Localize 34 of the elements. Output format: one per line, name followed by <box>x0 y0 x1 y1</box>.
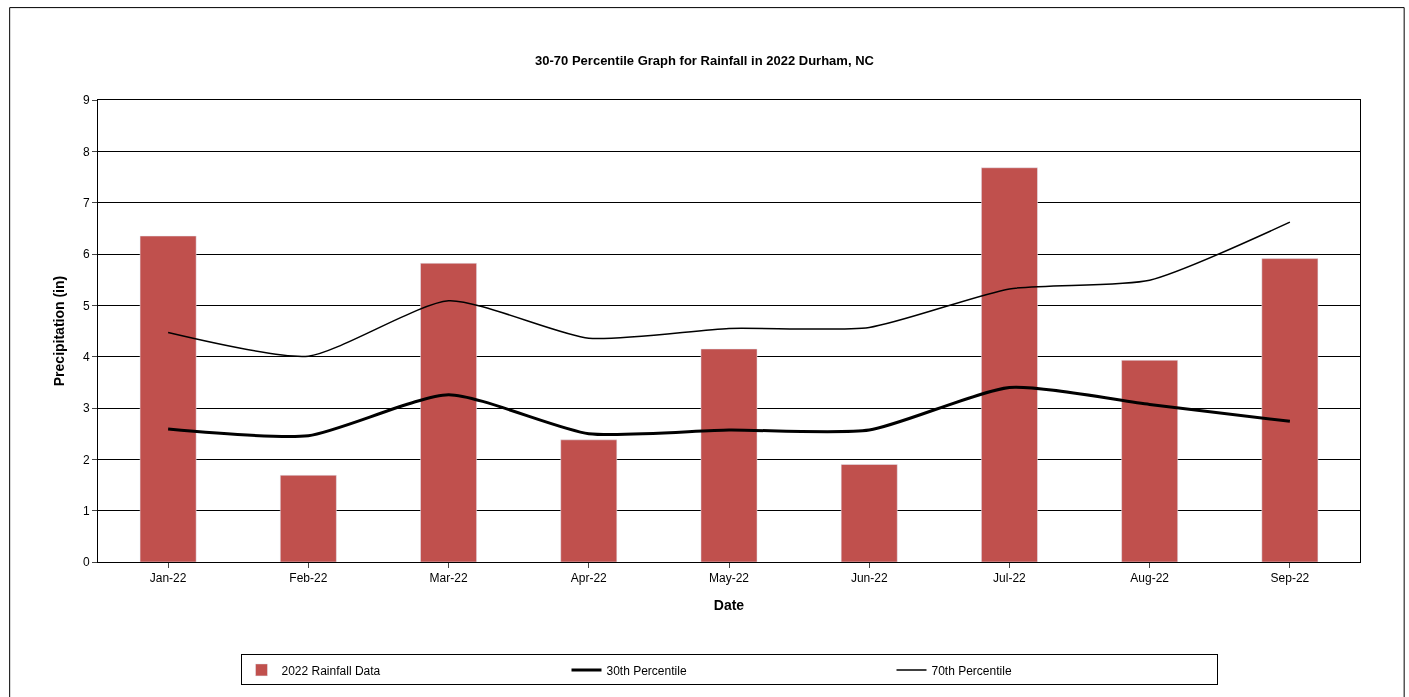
bar <box>981 167 1038 562</box>
bar <box>1261 258 1319 562</box>
legend-label: 70th Percentile <box>931 663 1012 678</box>
x-axis-title: Date <box>713 596 745 613</box>
bar <box>420 262 477 562</box>
x-tick-label: Sep-22 <box>1270 571 1310 586</box>
x-tick-label: Jul-22 <box>993 571 1027 586</box>
x-tick-label: Jan-22 <box>149 571 187 586</box>
y-tick-label: 6 <box>82 247 90 262</box>
x-tick-label: Mar-22 <box>429 571 468 586</box>
x-tick-label: Aug-22 <box>1130 571 1170 586</box>
bar <box>139 235 197 562</box>
y-tick-label: 0 <box>82 555 90 570</box>
y-tick-label: 5 <box>82 298 90 313</box>
y-axis-title: Precipitation (in) <box>50 275 67 387</box>
bar <box>700 348 758 562</box>
x-tick-label: May-22 <box>708 571 750 586</box>
legend-label: 2022 Rainfall Data <box>281 663 381 678</box>
y-tick-label: 9 <box>82 93 90 108</box>
x-tick-label: Jun-22 <box>850 571 888 586</box>
bar <box>280 475 337 562</box>
bar <box>560 439 618 562</box>
y-tick-label: 4 <box>82 349 90 364</box>
y-tick-label: 8 <box>82 144 90 159</box>
y-tick-label: 2 <box>82 452 90 467</box>
x-tick-label: Feb-22 <box>289 571 328 586</box>
bar <box>1121 360 1178 562</box>
chart-title: 30-70 Percentile Graph for Rainfall in 2022 Durham, NC <box>535 52 875 68</box>
bar <box>840 464 898 562</box>
y-tick-label: 7 <box>82 195 90 210</box>
x-tick-label: Apr-22 <box>570 571 608 586</box>
legend-label: 30th Percentile <box>606 663 687 678</box>
y-tick-label: 3 <box>82 401 90 416</box>
y-tick-label: 1 <box>82 503 90 518</box>
